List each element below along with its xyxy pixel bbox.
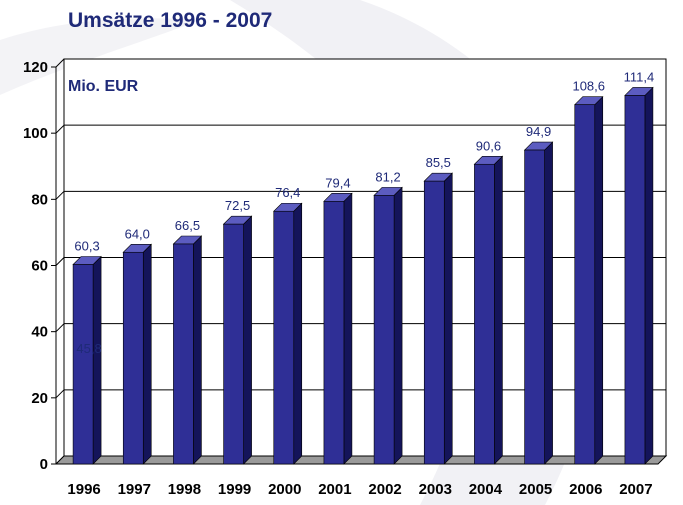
data-label: 111,4: [624, 69, 655, 84]
gridline-connector: [55, 190, 65, 200]
x-tick-label: 2000: [268, 481, 301, 498]
bar-side: [544, 141, 553, 465]
y-tick-label: 120: [23, 59, 48, 76]
gridline-connector: [55, 323, 65, 333]
y-tick-label: 60: [31, 258, 48, 275]
data-label: 76,4: [275, 185, 300, 200]
y-tick-label: 20: [31, 390, 48, 407]
bar-side: [644, 86, 654, 465]
bar-side: [293, 202, 303, 465]
x-tick-label: 1999: [218, 481, 251, 498]
bar: [574, 104, 596, 465]
unit-label: Mio. EUR: [68, 78, 139, 95]
data-label: 66,5: [175, 218, 200, 233]
chart-floor: [54, 455, 668, 465]
bar-side: [594, 95, 604, 465]
bar: [624, 95, 646, 465]
bar-side: [494, 155, 503, 465]
bar: [474, 163, 495, 465]
x-tick-label: 1997: [118, 481, 151, 498]
bar: [323, 201, 345, 465]
y-tick-label: 0: [40, 456, 48, 473]
bar-side: [193, 235, 202, 465]
bar: [72, 264, 94, 465]
x-tick-label: 2002: [368, 481, 401, 498]
gridline-connector: [55, 58, 65, 68]
data-label: 85,5: [426, 155, 451, 170]
y-tick-label: 80: [31, 191, 48, 208]
x-tick-label: 2004: [469, 481, 503, 498]
bar-side: [343, 192, 353, 465]
x-tick-label: 1998: [168, 481, 201, 498]
x-tick-label: 2007: [619, 481, 652, 498]
x-tick-label: 2003: [419, 481, 452, 498]
x-tick-label: 2005: [519, 481, 552, 498]
extra-data-label: 45,8: [76, 341, 101, 356]
bar: [524, 149, 545, 465]
bar: [373, 195, 395, 465]
data-label: 64,0: [125, 226, 150, 241]
gridline-connector: [55, 389, 65, 399]
y-tick-label: 100: [23, 125, 48, 142]
data-label: 60,3: [74, 239, 99, 254]
chart-title: Umsätze 1996 - 2007: [68, 9, 273, 32]
bar: [223, 223, 244, 465]
x-tick-label: 2001: [318, 481, 351, 498]
bar-side: [393, 186, 403, 465]
data-label: 94,9: [526, 124, 551, 139]
bar-side: [443, 172, 453, 465]
data-label: 72,5: [225, 198, 250, 213]
data-label: 108,6: [572, 79, 605, 94]
gridline-connector: [55, 257, 65, 266]
bar-side: [92, 255, 102, 465]
bar: [423, 180, 445, 465]
data-label: 81,2: [375, 169, 400, 184]
bar-side: [142, 243, 152, 465]
gridline-connector: [55, 124, 65, 134]
bar-side: [243, 215, 252, 465]
y-tick-label: 40: [31, 324, 48, 341]
bar: [122, 251, 144, 465]
data-label: 90,6: [476, 138, 501, 153]
x-tick-label: 1996: [67, 481, 100, 498]
bar: [273, 210, 295, 465]
x-tick-label: 2006: [569, 481, 602, 498]
bar: [173, 243, 194, 465]
data-label: 79,4: [325, 175, 350, 190]
